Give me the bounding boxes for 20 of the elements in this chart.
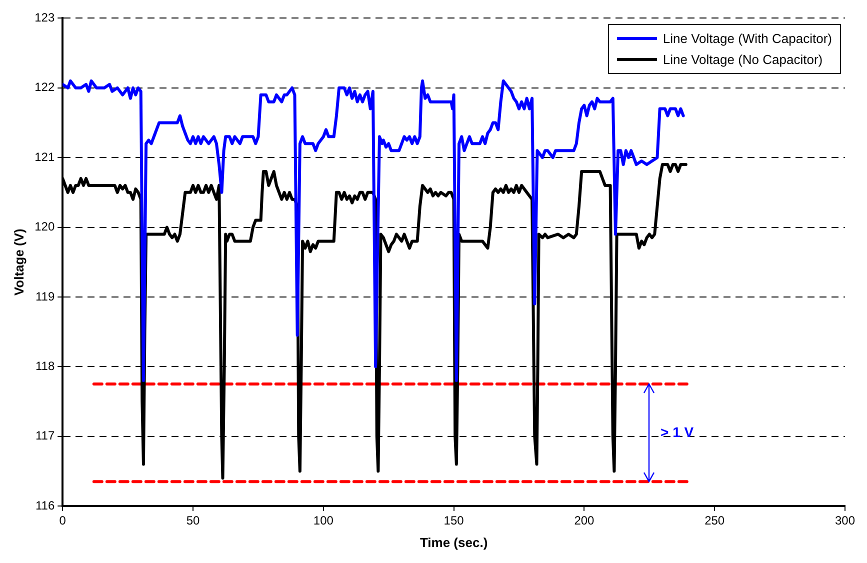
y-tick-label: 119	[35, 289, 55, 304]
x-tick-label: 50	[186, 514, 200, 528]
y-axis-title: Voltage (V)	[11, 228, 26, 296]
legend-label: Line Voltage (No Capacitor)	[662, 51, 823, 70]
y-tick-label: 123	[34, 10, 55, 25]
y-tick-label: 118	[35, 358, 55, 373]
y-tick-label: 120	[34, 220, 55, 234]
x-tick-label: 150	[444, 514, 464, 528]
y-tick-label: 116	[35, 498, 55, 512]
x-tick-label: 300	[834, 514, 856, 528]
y-tick-label: 121	[34, 150, 55, 164]
legend-label: Line Voltage (With Capacitor)	[662, 30, 832, 48]
x-axis-title: Time (sec.)	[420, 534, 488, 550]
x-tick-label: 200	[574, 514, 595, 528]
x-tick-label: 0	[59, 514, 66, 528]
annotation: > 1 V	[660, 424, 694, 440]
y-tick-label: 122	[34, 80, 55, 94]
x-tick-label: 100	[313, 514, 334, 528]
y-tick-label: 117	[35, 428, 55, 443]
x-tick-label: 250	[704, 514, 725, 528]
